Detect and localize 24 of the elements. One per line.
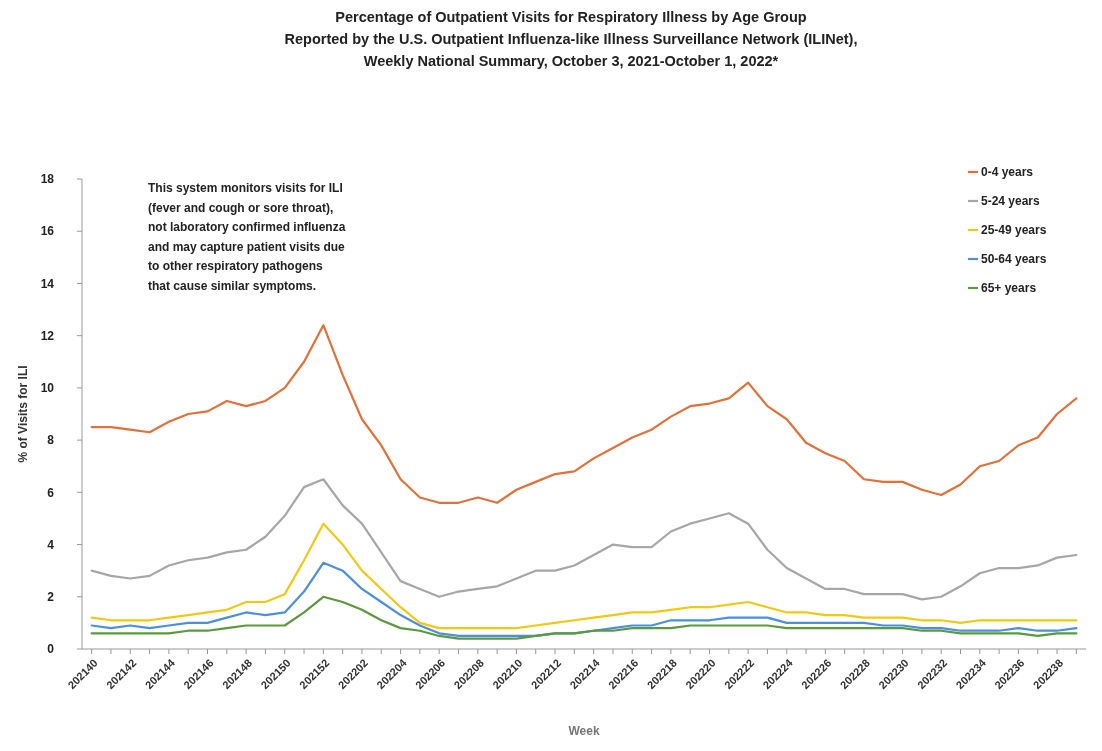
legend-label: 5-24 years bbox=[981, 194, 1041, 209]
y-tick-label: 18 bbox=[40, 172, 55, 187]
y-tick-label: 16 bbox=[40, 224, 55, 239]
y-tick-label: 0 bbox=[47, 642, 55, 657]
y-tick-label: 12 bbox=[40, 328, 55, 343]
line-series bbox=[90, 595, 1078, 640]
line-series bbox=[90, 561, 1078, 638]
annotation: This system monitors visits for ILI (fever and cough or sore throat), not laboratory confirmed influenza and may capture patient visits due to other respiratory pathogens that cause similar symptoms. bbox=[148, 181, 346, 293]
y-tick-label: 2 bbox=[47, 589, 55, 604]
line-series bbox=[90, 324, 1078, 504]
chart-title: Percentage of Outpatient Visits for Respiratory Illness by Age Group Reported by the U.S. Outpatient Influenza-like Illness Surveillance Network (ILINet), Weekly National Summary, October 3, 2021-October 1, 2022* bbox=[284, 9, 858, 69]
legend-label: 25-49 years bbox=[981, 223, 1047, 238]
legend-label: 65+ years bbox=[981, 281, 1037, 296]
x-axis-title: Week bbox=[568, 724, 600, 738]
legend-label: 50-64 years bbox=[981, 252, 1047, 267]
y-tick-label: 10 bbox=[40, 381, 55, 396]
y-tick-label: 8 bbox=[47, 433, 55, 448]
y-tick-label: 4 bbox=[47, 537, 55, 552]
line-series bbox=[90, 522, 1078, 630]
legend-label: 0-4 years bbox=[981, 165, 1034, 180]
y-tick-label: 6 bbox=[47, 485, 55, 500]
y-axis-title: % of Visits for ILI bbox=[16, 365, 30, 463]
line-series bbox=[90, 478, 1078, 601]
y-tick-label: 14 bbox=[40, 276, 55, 291]
